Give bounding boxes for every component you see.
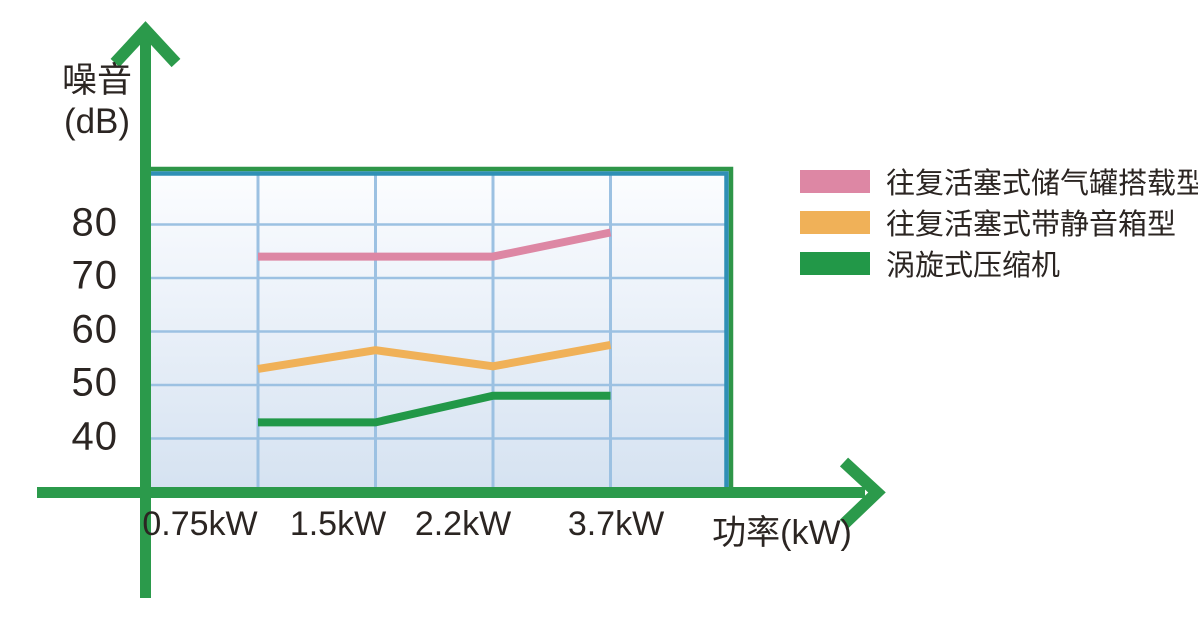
y-axis-title: 噪音 (dB) [38,60,156,142]
x-tick-label-1: 1.5kW [289,505,387,543]
legend-swatch-icon-1 [800,210,870,234]
legend-label-2: 涡旋式压缩机 [886,250,1061,282]
y-tick-label-60: 60 [71,307,118,352]
series-line-2 [258,391,611,427]
x-tick-label-3: 3.7kW [567,505,665,543]
series-line-1 [257,340,612,373]
x-axis-title: 功率(kW) [712,514,852,552]
x-tick-label-0: 0.75kW [142,505,258,543]
x-axis-arrow-icon [839,457,886,529]
legend-item-2: 涡旋式压缩机 [800,248,1198,282]
legend-item-0: 往复活塞式储气罐搭载型 [800,166,1198,200]
y-axis-line [140,36,151,598]
y-axis-title-line2: (dB) [63,102,131,141]
x-tick-label-2: 2.2kW [414,505,512,543]
legend-item-1: 往复活塞式带静音箱型 [800,207,1198,241]
legend-swatch-icon-0 [800,169,870,193]
legend: 往复活塞式储气罐搭载型 往复活塞式带静音箱型 涡旋式压缩机 [800,166,1198,289]
legend-label-1: 往复活塞式带静音箱型 [886,209,1177,241]
y-axis-arrow-icon [110,21,181,68]
legend-label-0: 往复活塞式储气罐搭载型 [886,168,1198,200]
y-tick-label-50: 50 [71,360,118,405]
y-axis-title-line1: 噪音 [61,61,132,100]
x-axis-line [37,487,865,498]
series-line-0 [258,228,612,261]
y-tick-label-40: 40 [71,414,118,459]
legend-swatch-icon-2 [800,251,870,275]
plot-border-teal [148,171,729,492]
y-tick-label-70: 70 [71,253,118,298]
y-tick-label-80: 80 [71,200,118,245]
plot-border-green [148,166,734,492]
